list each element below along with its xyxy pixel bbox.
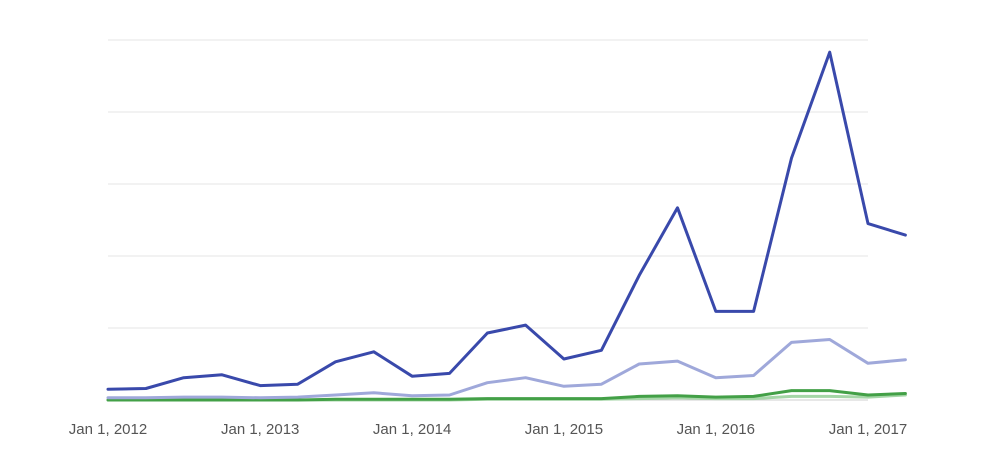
series-line	[106, 50, 907, 391]
series-line	[106, 338, 907, 400]
x-tick-label: Jan 1, 2013	[221, 421, 299, 438]
x-tick-label: Jan 1, 2016	[677, 421, 755, 438]
x-tick-label: Jan 1, 2012	[69, 421, 147, 438]
x-tick-label: Jan 1, 2015	[525, 421, 603, 438]
series-line	[106, 389, 907, 402]
x-tick-label: Jan 1, 2017	[829, 421, 907, 438]
x-axis-tick-labels: Jan 1, 2012 Jan 1, 2013 Jan 1, 2014 Jan …	[69, 421, 907, 438]
series-lines	[106, 50, 907, 402]
x-tick-label: Jan 1, 2014	[373, 421, 451, 438]
gridlines	[108, 39, 868, 401]
